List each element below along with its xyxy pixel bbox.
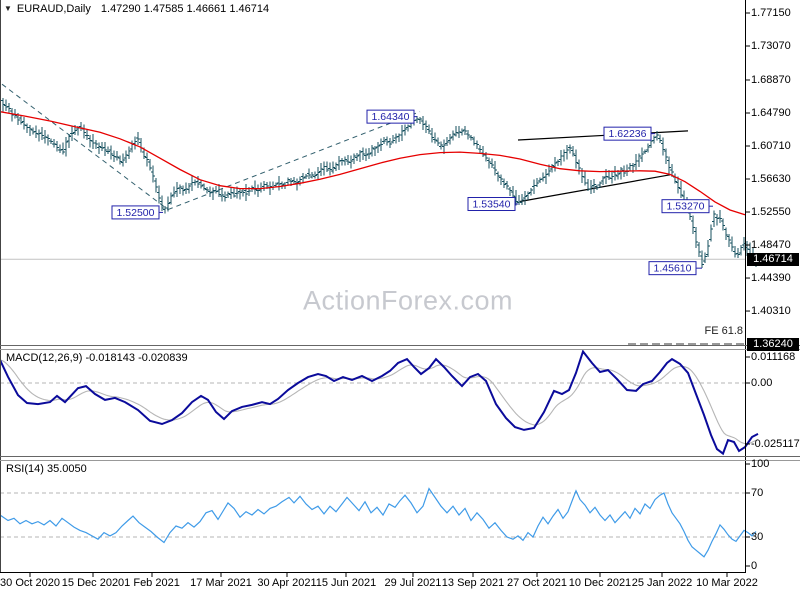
price-axis-label: 1.56630 xyxy=(751,173,791,185)
dropdown-arrow-icon[interactable]: ▼ xyxy=(4,4,12,13)
solid-trendline-1 xyxy=(517,130,689,141)
swing-label-box-1 xyxy=(111,205,160,220)
date-axis-label: 13 Sep 2021 xyxy=(441,577,505,589)
swing-label-box-5 xyxy=(661,199,710,214)
swing-label-box-2 xyxy=(366,109,415,124)
macd-signal-line xyxy=(0,359,759,445)
dashed-trendline-2 xyxy=(167,111,421,211)
swing-label-box-6 xyxy=(648,261,697,276)
macd-axis-label: -0.025117 xyxy=(751,438,800,450)
solid-trendline-2 xyxy=(519,174,671,203)
price-axis-label: 1.44390 xyxy=(751,272,791,285)
rsi-label: RSI(14) 35.0050 xyxy=(6,463,87,475)
price-axis-label: 1.48470 xyxy=(751,239,791,252)
chart-title: ▼ EURAUD,Daily 1.47290 1.47585 1.46661 1.4… xyxy=(4,3,269,15)
price-axis-label: 1.40310 xyxy=(751,305,791,318)
swing-label-text-3: 1.53540 xyxy=(473,199,511,211)
date-axis-label: 25 Jan 2022 xyxy=(631,577,693,589)
date-axis-label: 29 Jul 2021 xyxy=(384,577,442,589)
price-axis-label: 1.64790 xyxy=(751,106,791,119)
date-axis-label: 27 Oct 2021 xyxy=(507,577,567,589)
swing-label-text-2: 1.64340 xyxy=(372,111,410,123)
fib-price-tag: 1.36240 xyxy=(747,338,799,351)
date-axis-label: 15 Dec 2020 xyxy=(61,577,125,589)
macd-label: MACD(12,26,9) -0.018143 -0.020839 xyxy=(6,352,188,364)
price-axis-label: 1.68870 xyxy=(751,73,791,86)
price-axis-label: 1.52550 xyxy=(751,206,791,218)
dashed-trendline-1 xyxy=(1,83,169,210)
date-axis-label: 30 Oct 2020 xyxy=(0,577,60,589)
date-axis-label: 17 Mar 2021 xyxy=(190,577,252,589)
swing-label-box-4 xyxy=(603,126,652,141)
price-axis-label: 1.60710 xyxy=(751,139,791,152)
watermark: ActionForex.com xyxy=(302,285,514,316)
swing-label-text-5: 1.53270 xyxy=(667,201,705,213)
date-axis-label: 10 Mar 2022 xyxy=(696,577,758,589)
symbol-period: EURAUD,Daily xyxy=(16,3,91,15)
price-axis-label: 1.77150 xyxy=(751,7,791,19)
date-axis-label: 15 Jun 2021 xyxy=(315,577,377,589)
fib-extension-label: FE 61.8 xyxy=(704,325,743,337)
rsi-axis-label: 30 xyxy=(751,531,764,543)
swing-label-text-4: 1.62236 xyxy=(609,128,647,140)
date-axis-label: 10 Dec 2021 xyxy=(568,577,632,589)
macd-axis-label: 0.00 xyxy=(751,377,773,389)
rsi-axis-label: 70 xyxy=(751,487,764,499)
macd-axis-label: 0.011168 xyxy=(751,351,796,363)
price-axis-label: 1.73070 xyxy=(751,40,791,52)
rsi-axis-label: 0 xyxy=(751,560,758,572)
moving-average-line xyxy=(0,111,746,216)
date-axis-label: 30 Apr 2021 xyxy=(257,577,317,589)
price-bars xyxy=(1,97,758,268)
ohlc-values: 1.47290 1.47585 1.46661 1.46714 xyxy=(100,3,270,15)
swing-label-text-1: 1.52500 xyxy=(117,207,155,219)
date-axis-label: 1 Feb 2021 xyxy=(124,577,180,589)
swing-label-text-6: 1.45610 xyxy=(654,263,692,275)
current-price-tag: 1.46714 xyxy=(747,253,799,266)
swing-label-box-3 xyxy=(467,197,516,212)
rsi-axis-label: 100 xyxy=(751,458,770,470)
macd-line xyxy=(0,349,759,456)
rsi-line xyxy=(0,487,757,558)
